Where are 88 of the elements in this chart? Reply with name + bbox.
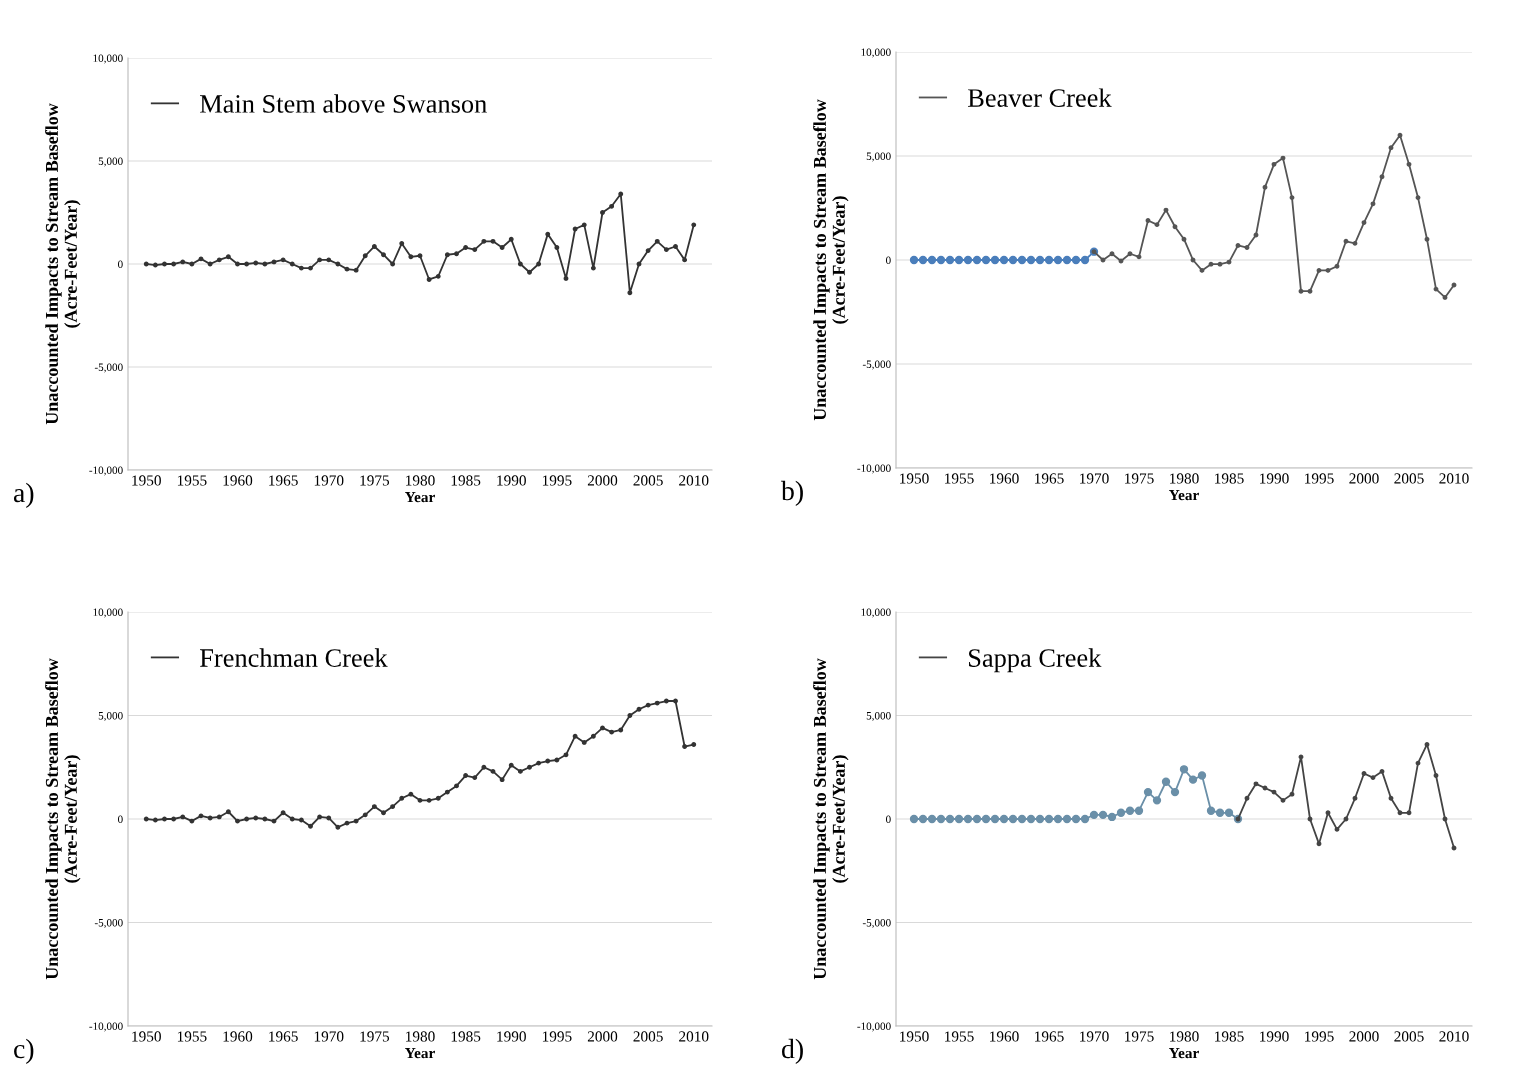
x-tick-label: 1955 [177, 475, 207, 486]
x-tick-label: 1960 [990, 1031, 1019, 1042]
y-tick-label: 10,000 [93, 608, 123, 618]
y-tick-label: -5,000 [862, 360, 891, 370]
y-tick-label: 10,000 [93, 54, 123, 64]
y-tick-label: -5,000 [862, 918, 891, 929]
x-tick-label: 1990 [497, 1031, 526, 1042]
x-tick-label: 2005 [633, 1031, 663, 1042]
x-tick-label: 1990 [1260, 473, 1289, 484]
y-axis-title: Unaccounted Impacts to Stream Baseflow (Acre-Feet/Year) [813, 99, 849, 421]
y-axis-title: Unaccounted Impacts to Stream Baseflow (Acre-Feet/Year) [45, 103, 81, 425]
legend-label: Main Stem above Swanson [200, 94, 487, 113]
x-tick-label: 1975 [360, 475, 390, 486]
legend-label: Sappa Creek [969, 648, 1102, 673]
x-tick-label: 2000 [587, 475, 618, 486]
y-tick-label: -10,000 [857, 1022, 891, 1032]
x-tick-label: 2000 [1349, 473, 1379, 484]
x-tick-label: 2010 [1439, 473, 1469, 484]
x-tick-label: 2005 [1394, 473, 1424, 484]
x-tick-label: 1975 [1125, 473, 1154, 484]
y-tick-label: 0 [886, 815, 891, 823]
x-tick-label: 1985 [1215, 473, 1244, 484]
text: b) [781, 480, 803, 506]
y-tick-label: 0 [118, 260, 123, 268]
x-tick-label: 1985 [1215, 1031, 1244, 1042]
y-axis-title: Unaccounted Impacts to Stream Baseflow (Acre-Feet/Year) [45, 658, 81, 980]
x-tick-label: 1970 [314, 1031, 344, 1042]
x-tick-label: 1990 [497, 475, 526, 486]
legend-label: Beaver Creek [968, 88, 1112, 107]
y-tick-label: -10,000 [89, 1022, 123, 1032]
y-tick-label: -10,000 [89, 466, 123, 476]
x-tick-label: 1985 [451, 475, 481, 486]
y-axis-title: Unaccounted Impacts to Stream Baseflow (Acre-Feet/Year) [813, 658, 849, 980]
y-tick-label: -5,000 [94, 918, 123, 929]
x-tick-label: 2000 [1349, 1031, 1379, 1042]
x-tick-label: 1960 [223, 1031, 253, 1042]
x-tick-label: 1995 [542, 475, 572, 486]
y-tick-label: 5,000 [98, 157, 123, 167]
x-tick-label: 1975 [1125, 1031, 1154, 1042]
x-axis-title: Year [1169, 1048, 1199, 1059]
x-tick-label: 1965 [1035, 473, 1064, 484]
y-tick-label: 10,000 [861, 48, 891, 58]
x-tick-label: 1950 [132, 1031, 161, 1042]
x-tick-label: 1995 [1305, 1031, 1334, 1042]
y-tick-label: 5,000 [866, 152, 891, 162]
x-tick-label: 1950 [900, 1031, 929, 1042]
x-tick-label: 1980 [1170, 473, 1199, 484]
y-tick-label: -10,000 [857, 464, 891, 474]
y-tick-label: 5,000 [98, 711, 123, 722]
y-tick-label: 10,000 [861, 608, 891, 618]
x-tick-label: 1980 [406, 1031, 435, 1042]
x-tick-label: 1990 [1260, 1031, 1289, 1042]
x-tick-label: 1955 [945, 473, 974, 484]
x-tick-label: 1955 [177, 1031, 207, 1042]
x-tick-label: 2005 [633, 475, 663, 486]
text: a) [13, 482, 34, 508]
x-tick-label: 1960 [990, 473, 1019, 484]
x-axis-title: Year [1169, 490, 1199, 501]
x-tick-label: 1995 [1305, 473, 1334, 484]
x-tick-label: 1995 [542, 1031, 572, 1042]
x-tick-label: 1980 [406, 475, 435, 486]
x-tick-label: 1965 [269, 1031, 298, 1042]
x-tick-label: 1970 [1080, 1031, 1109, 1042]
x-tick-label: 2010 [679, 475, 709, 486]
x-tick-label: 1950 [132, 475, 161, 486]
x-tick-label: 2010 [679, 1031, 709, 1042]
text: d) [782, 1038, 803, 1064]
text: c) [14, 1038, 34, 1064]
legend-label: Frenchman Creek [200, 648, 388, 667]
y-tick-label: 0 [886, 256, 891, 264]
x-axis-title: Year [405, 492, 435, 503]
x-tick-label: 2010 [1439, 1031, 1469, 1042]
x-tick-label: 2005 [1394, 1031, 1424, 1042]
x-tick-label: 1970 [1080, 473, 1109, 484]
y-tick-label: 0 [118, 815, 123, 823]
y-tick-label: -5,000 [94, 363, 123, 373]
x-axis-title: Year [405, 1048, 435, 1059]
x-tick-label: 2000 [587, 1031, 618, 1042]
x-tick-label: 1985 [451, 1031, 481, 1042]
x-tick-label: 1975 [360, 1031, 390, 1042]
x-tick-label: 1980 [1170, 1031, 1199, 1042]
x-tick-label: 1955 [945, 1031, 974, 1042]
x-tick-label: 1970 [314, 475, 344, 486]
x-tick-label: 1965 [269, 475, 298, 486]
x-tick-label: 1950 [900, 473, 929, 484]
x-tick-label: 1965 [1035, 1031, 1064, 1042]
x-tick-label: 1960 [223, 475, 253, 486]
y-tick-label: 5,000 [866, 711, 891, 722]
